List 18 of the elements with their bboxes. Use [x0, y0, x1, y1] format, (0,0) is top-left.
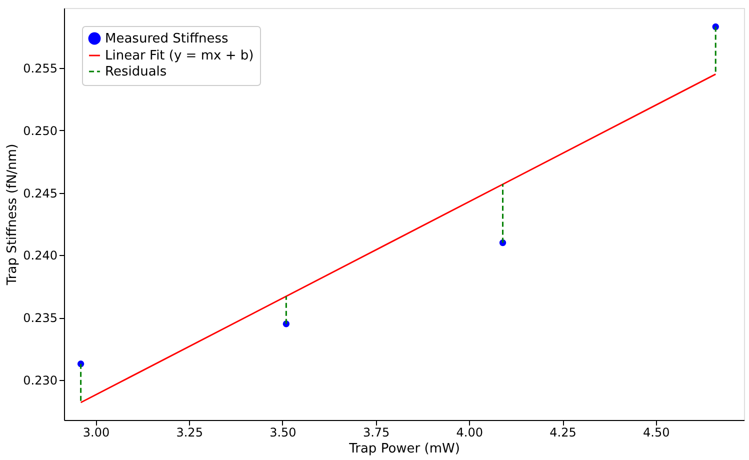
y-tick-label: 0.240 — [23, 248, 58, 263]
y-axis-title: Trap Stiffness (fN/nm) — [5, 144, 20, 286]
x-tick-label: 3.25 — [176, 426, 203, 440]
y-tick-label: 0.255 — [23, 61, 58, 76]
x-axis-title: Trap Power (mW) — [348, 442, 460, 456]
legend-label: Residuals — [105, 64, 167, 80]
x-tick-label: 3.50 — [270, 426, 296, 440]
x-tick-label: 4.00 — [456, 426, 484, 440]
legend-label: Linear Fit (y = mx + b) — [105, 48, 254, 64]
legend-label: Measured Stiffness — [105, 32, 229, 46]
x-tick-label: 4.25 — [550, 426, 576, 440]
x-tick-label: 3.00 — [82, 426, 110, 440]
x-tick-label: 3.75 — [362, 426, 390, 440]
y-tick-label: 0.235 — [23, 311, 58, 326]
y-tick-label: 0.250 — [23, 124, 58, 138]
x-tick-label: 4.50 — [643, 426, 670, 440]
y-tick-label: 0.245 — [23, 186, 58, 200]
y-tick-label: 0.230 — [23, 374, 58, 388]
